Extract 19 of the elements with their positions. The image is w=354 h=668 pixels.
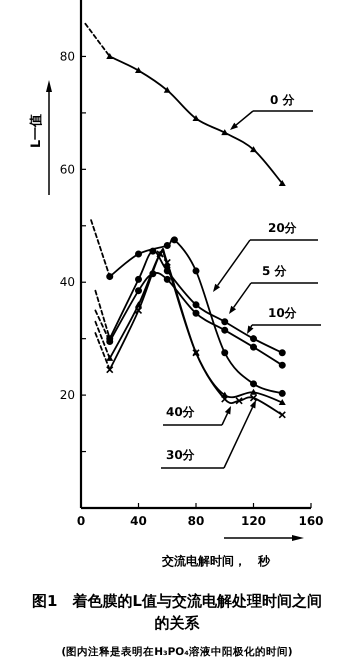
y-tick-label: 80: [60, 49, 75, 64]
y-tick-label: 20: [60, 388, 75, 402]
y-axis-title: L一值: [29, 114, 44, 148]
annotation: 40分: [166, 405, 196, 419]
text: (图内注释是表明在H₃PO₄溶液中阳极化的时间): [61, 645, 293, 658]
annotation: 30分: [166, 448, 196, 462]
x-tick-label: 120: [240, 514, 266, 528]
x-axis-title: 交流电解时间， 秒: [161, 554, 271, 568]
x-tick-label: 40: [130, 514, 147, 528]
x-tick-label: 80: [188, 514, 204, 528]
annotation: 10分: [268, 306, 298, 320]
annotation: 5 分: [262, 264, 288, 278]
y-tick-label: 40: [60, 275, 75, 290]
annotation: 0 分: [270, 93, 296, 107]
x-tick-label: 0: [76, 514, 86, 528]
text: 图1 着色膜的L值与交流电解处理时间之间的关系: [32, 592, 322, 632]
y-tick-label: 60: [60, 162, 75, 176]
x-tick-label: 160: [298, 514, 324, 528]
annotation: 20分: [268, 221, 298, 235]
